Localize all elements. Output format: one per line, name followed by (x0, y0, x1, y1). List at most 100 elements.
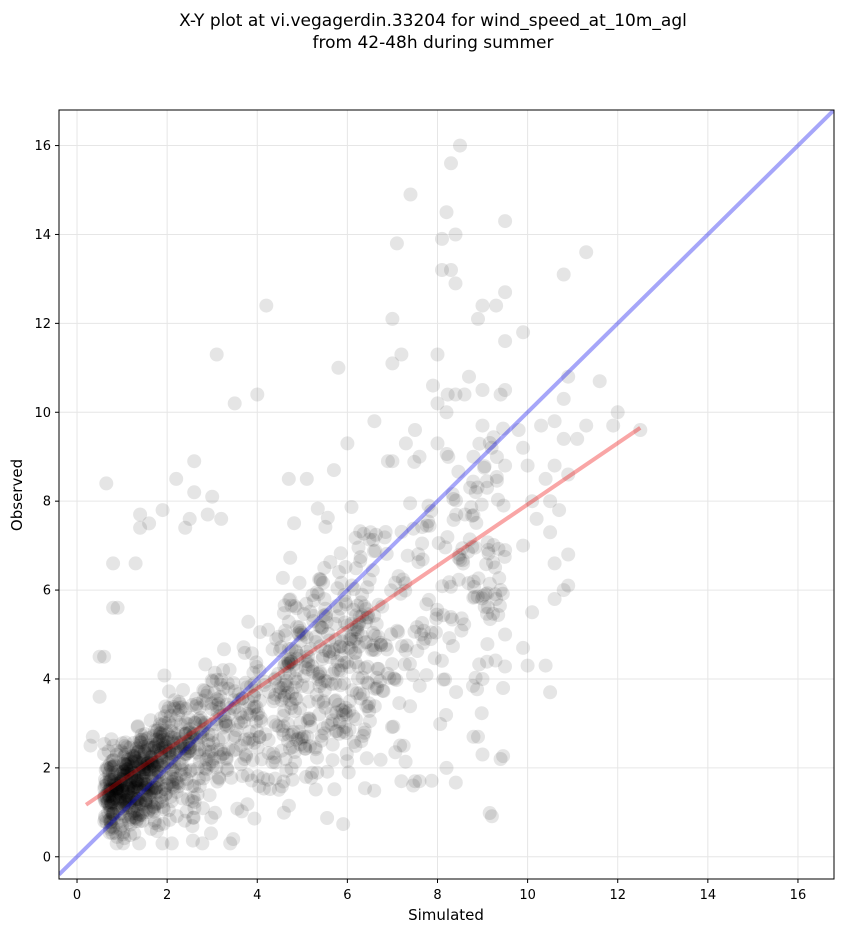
data-point (467, 579, 481, 594)
data-point (107, 790, 122, 805)
data-point (132, 793, 147, 808)
data-point (186, 810, 201, 825)
data-point (277, 688, 292, 703)
data-point (134, 732, 149, 747)
data-point (416, 623, 431, 638)
data-point (109, 784, 123, 799)
data-point (310, 501, 325, 516)
data-point (133, 756, 147, 771)
data-point (132, 814, 147, 829)
data-point (493, 583, 508, 597)
data-point (241, 614, 256, 629)
data-point (344, 578, 359, 593)
data-point (175, 737, 190, 752)
data-point (138, 774, 153, 789)
data-point (352, 639, 367, 654)
data-point (129, 754, 143, 769)
data-point (302, 711, 317, 726)
data-point (180, 746, 195, 761)
data-point (214, 511, 229, 526)
data-point (105, 806, 120, 821)
data-point (241, 694, 256, 709)
data-point (313, 664, 328, 679)
data-point (278, 623, 293, 638)
data-point (430, 436, 445, 451)
data-point (346, 602, 361, 617)
data-point (204, 673, 219, 688)
data-point (407, 454, 422, 469)
data-point (103, 812, 118, 827)
data-point (122, 815, 137, 830)
data-point (182, 722, 197, 737)
data-point (369, 670, 384, 685)
data-point (238, 675, 253, 690)
data-point (145, 737, 160, 752)
data-point (224, 770, 239, 785)
data-point (370, 680, 385, 695)
data-point (117, 809, 132, 824)
data-point (97, 788, 112, 803)
data-point (415, 552, 430, 567)
data-point (103, 781, 118, 796)
data-point (112, 789, 127, 804)
data-point (138, 793, 153, 807)
data-point (147, 759, 162, 774)
data-point (162, 684, 176, 699)
data-point (167, 701, 182, 716)
data-point (125, 782, 140, 797)
data-point (488, 560, 503, 575)
data-point (288, 691, 303, 706)
data-point (357, 661, 372, 676)
data-point (181, 744, 196, 759)
data-point (143, 713, 158, 728)
data-point (199, 752, 214, 767)
data-point (347, 622, 362, 637)
data-point (200, 685, 215, 700)
data-point (482, 576, 497, 591)
data-point (204, 696, 219, 711)
data-point (221, 681, 236, 696)
data-point (285, 686, 299, 701)
data-point (149, 755, 164, 770)
data-point (110, 801, 124, 816)
data-point (116, 771, 131, 786)
data-point (129, 779, 144, 794)
data-point (169, 784, 184, 799)
data-point (366, 642, 381, 657)
data-point (375, 599, 390, 614)
data-point (123, 807, 138, 822)
data-point (344, 500, 359, 514)
data-point (154, 729, 169, 744)
data-point (336, 626, 351, 640)
data-point (457, 387, 472, 402)
data-point (440, 530, 455, 545)
data-point (145, 802, 160, 817)
data-point (115, 783, 130, 798)
data-point (281, 614, 296, 629)
data-point (340, 436, 355, 451)
data-point (379, 546, 394, 561)
data-point (143, 749, 157, 764)
data-point (233, 706, 248, 721)
data-point (246, 665, 261, 680)
data-point (227, 396, 242, 411)
data-point (326, 646, 341, 661)
data-point (97, 747, 112, 762)
data-point (113, 767, 128, 782)
data-point (152, 717, 167, 732)
data-point (520, 658, 535, 673)
y-tick-label: 8 (43, 495, 51, 510)
data-point (355, 670, 370, 685)
data-point (153, 711, 168, 726)
data-point (220, 676, 235, 691)
data-point (371, 661, 386, 676)
data-point (190, 761, 205, 776)
data-point (113, 806, 127, 821)
data-point (106, 820, 121, 835)
data-point (105, 807, 120, 822)
data-point (453, 552, 468, 567)
data-point (103, 822, 117, 837)
data-point (303, 604, 318, 619)
data-point (137, 762, 152, 777)
data-point (152, 725, 167, 740)
